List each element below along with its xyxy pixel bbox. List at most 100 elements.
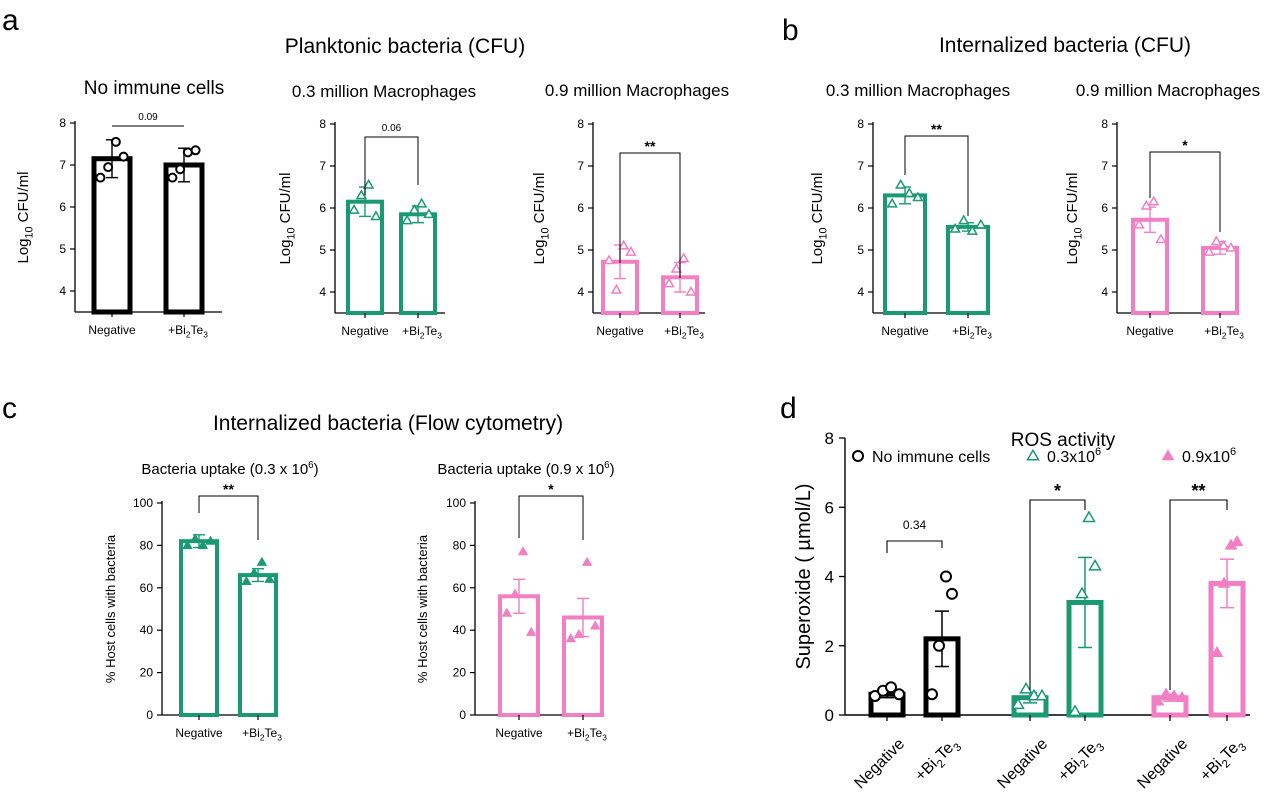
tick-label-bi2te3: +Bi2Te3 [664,324,704,341]
data-point [1082,510,1096,523]
data-point [926,688,938,701]
data-point [401,214,413,225]
y-tick-label: 60 [453,581,467,595]
data-point [189,533,201,543]
chart-title: 0.3 million Macrophages [826,81,1010,100]
data-point [264,573,275,583]
y-axis-label-part: Log [809,239,826,264]
x-tick-label: Negative [994,735,1051,792]
y-tick-label: 6 [1101,201,1108,215]
y-tick-label: 0 [825,706,834,725]
tick-label-bi2te3: +Bi2Te3 [1204,324,1244,341]
significance-bracket [619,152,681,278]
y-axis-label-part: Log [531,239,548,264]
y-axis-label: Superoxide ( µmol/L) [793,483,815,669]
legend-label: 0.9x106 [1182,446,1236,466]
chart-panel: 0.3 million Macrophages 4 5 6 7 8 Log10 CFU/ml… [277,82,476,341]
y-tick-label: 0 [146,708,153,722]
significance-label: ** [645,138,656,154]
data-point [617,239,630,250]
legend-item: 0.9x106 [1161,446,1236,466]
data-point [625,246,637,256]
data-point [1011,697,1025,710]
tick-label-bi2te3: +Bi2Te3 [1197,735,1249,787]
tick-label-sub: 2 [420,331,425,341]
y-axis-label-sub: 10 [818,227,830,239]
x-tick-label: Negative [596,324,644,338]
y-tick-label: 80 [140,538,154,552]
bar [946,224,990,315]
y-axis-label: Log10 CFU/ml [809,172,830,264]
bar [179,539,219,717]
tick-label-sub: 3 [277,733,282,743]
data-point [663,277,675,288]
data-point [1068,704,1082,717]
panel-label-b: b [782,14,799,47]
data-point [167,172,178,183]
chart-title-sup: 6 [308,460,313,471]
header-flow-cytometry: Internalized bacteria (Flow cytometry) [213,412,563,435]
significance-label: 0.34 [903,518,927,532]
bar [1131,217,1169,315]
data-point [423,208,435,219]
tick-label-bi2te3: +Bi2Te3 [402,324,442,341]
data-point [248,567,260,577]
significance-bracket [518,495,584,540]
x-tick-label: Negative [175,726,223,740]
tick-label-sub: 3 [699,331,704,341]
y-tick-label: 4 [825,568,834,587]
chart-title: 0.9 million Macrophages [1076,81,1260,100]
y-tick-label: 0 [459,708,466,722]
tick-label-bi2te3: +Bi2Te3 [952,324,992,341]
y-tick-label: 7 [857,159,864,173]
y-tick-label: 8 [59,116,66,130]
data-point [940,570,952,583]
tick-label-bi2te3: +Bi2Te3 [242,726,282,743]
significance-label: 0.06 [382,123,402,134]
data-point [852,450,864,462]
y-axis-label-part: Log [1064,239,1081,264]
y-tick-label: 4 [59,284,66,298]
bar [1201,245,1239,315]
y-axis-label: Log10 CFU/ml [531,172,552,264]
chart-title: 0.3 million Macrophages [292,82,476,101]
y-tick-label: 20 [140,666,154,680]
data-point [1026,448,1040,461]
data-point [603,254,615,265]
significance-bracket [1149,151,1221,232]
data-point [1203,246,1215,256]
tick-label-sub: 2 [1222,331,1227,341]
data-point [1159,687,1173,699]
y-axis-label: Log10 CFU/ml [15,171,36,263]
y-tick-label: 7 [577,159,584,173]
panel-label-c: c [2,392,17,425]
tick-label-bi2te3: +Bi2Te3 [1055,735,1107,787]
y-tick-label: 6 [577,201,584,215]
data-point [1133,218,1145,229]
data-point [190,145,201,156]
data-point [1217,239,1230,250]
y-tick-label: 5 [1101,243,1108,257]
significance-label: * [548,481,554,497]
header-internalized-cfu: Internalized bacteria (CFU) [939,34,1191,57]
data-point [581,556,593,566]
y-tick-label: 5 [577,243,584,257]
chart-panel: 0.3 million Macrophages 4 5 6 7 8 Log10 CFU/ml… [809,81,1010,341]
data-point [1147,195,1160,206]
y-axis-label: Log10 CFU/ml [277,172,298,264]
legend-label-part: 0.9x10 [1182,449,1230,466]
tick-label-sub: 3 [203,330,208,340]
chart-panel-ros: ROS activity 0 2 4 6 8 Superoxide ( µmol/L) Neg… [793,429,1250,792]
chart-title-part: ) [314,461,319,478]
y-axis-label-sub: 10 [540,227,552,239]
x-tick-label: Negative [495,726,543,740]
data-point [355,189,368,200]
significance-label: ** [931,121,942,137]
data-point [677,252,690,263]
y-tick-label: 60 [140,581,154,595]
data-point [886,197,898,208]
y-axis-label-part: CFU/ml [809,172,826,227]
data-point [408,204,421,214]
x-tick-label: Negative [881,324,929,338]
y-tick-label: 5 [319,243,326,257]
